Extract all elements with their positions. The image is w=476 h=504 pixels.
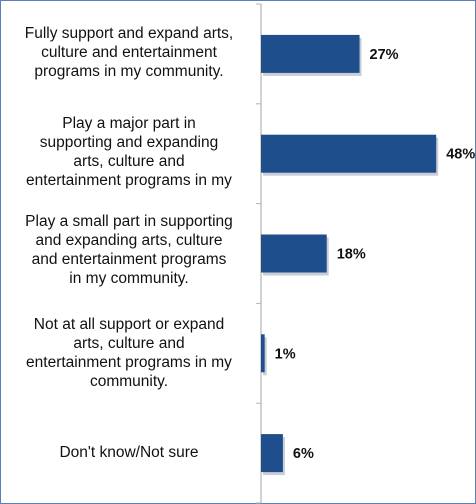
category-label-small-part: Play a small part in supporting and expa… xyxy=(25,213,233,287)
data-label-2: 18% xyxy=(337,247,366,263)
bar-shadow xyxy=(263,337,267,376)
bar-0 xyxy=(261,34,360,73)
data-label-0: 27% xyxy=(370,47,399,63)
bar-1 xyxy=(261,134,437,173)
bar-4 xyxy=(261,434,283,473)
category-label-not-at-all: Not at all support or expand arts, cultu… xyxy=(26,316,232,390)
data-label-3: 1% xyxy=(275,346,296,362)
data-label-4: 6% xyxy=(293,446,314,462)
bar-2 xyxy=(261,234,327,273)
data-label-1: 48% xyxy=(446,147,475,163)
category-label-major-part: Play a major part in supporting and expa… xyxy=(26,115,232,189)
category-label-fully-support: Fully support and expand arts, culture a… xyxy=(24,25,234,80)
category-label-dont-know: Don't know/Not sure xyxy=(59,444,199,461)
bar-3 xyxy=(261,334,265,373)
